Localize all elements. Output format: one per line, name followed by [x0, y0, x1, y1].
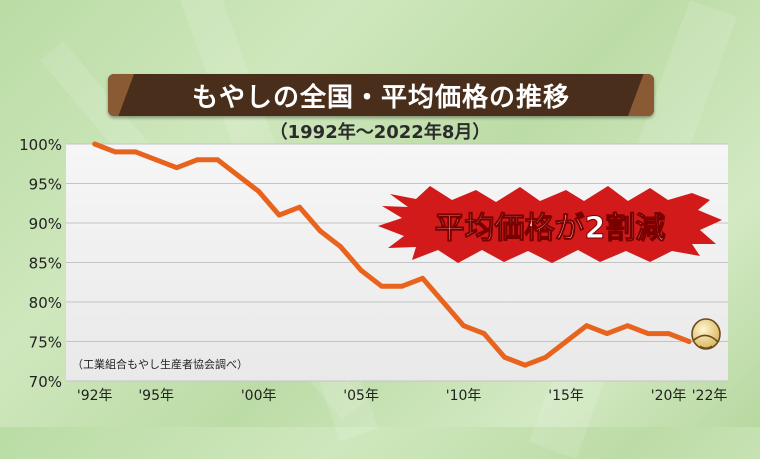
- y-tick-label: 75%: [29, 334, 62, 352]
- bean-sprout-icon: [691, 318, 721, 350]
- x-tick-label: '92年: [77, 388, 113, 404]
- x-axis-ticks: '92年 '95年 '00年 '05年 '10年 '15年 '20年 '22年: [77, 388, 728, 404]
- data-point: [112, 149, 118, 155]
- data-point: [686, 339, 692, 344]
- data-points: [92, 141, 692, 368]
- data-point: [543, 354, 548, 360]
- data-point: [481, 331, 487, 336]
- data-point: [297, 204, 303, 210]
- data-point: [645, 331, 651, 336]
- chart-subtitle: （1992年～2022年8月）: [269, 122, 491, 143]
- y-axis-ticks: 100% 95% 90% 85% 80% 75% 70%: [19, 136, 62, 391]
- data-point: [666, 331, 671, 336]
- data-point: [256, 189, 262, 194]
- data-point: [358, 268, 364, 273]
- y-tick-label: 70%: [29, 373, 62, 391]
- source-note: （工業組合もやし生産者協会調べ）: [72, 357, 248, 371]
- y-tick-label: 85%: [29, 255, 62, 273]
- data-point: [584, 323, 589, 329]
- x-tick-label: '95年: [138, 388, 174, 404]
- data-point: [440, 299, 446, 305]
- x-tick-label: '10年: [446, 388, 482, 404]
- data-point: [153, 157, 159, 163]
- price-chart: 100%95%90%85%80%75%70% '92年 '95年 '00年 '05年 '…: [19, 136, 728, 404]
- x-tick-label: '20年: [651, 388, 687, 404]
- x-tick-label: '22年: [692, 388, 728, 404]
- data-point: [92, 141, 98, 147]
- data-point: [379, 283, 385, 289]
- title-banner: もやしの全国・平均価格の推移: [108, 74, 654, 116]
- data-point: [399, 283, 405, 289]
- data-point: [338, 244, 344, 250]
- data-point: [502, 354, 508, 360]
- data-point: [563, 339, 569, 344]
- y-tick-label: 90%: [29, 215, 62, 233]
- data-point: [235, 173, 241, 179]
- x-tick-label: '00年: [241, 388, 277, 404]
- data-point: [625, 323, 630, 329]
- chart-title: もやしの全国・平均価格の推移: [191, 82, 570, 113]
- x-tick-label: '05年: [343, 388, 379, 404]
- data-point: [276, 212, 282, 218]
- data-point: [174, 165, 180, 171]
- data-point: [604, 331, 610, 336]
- data-point: [522, 362, 528, 368]
- callout-burst: [378, 186, 722, 263]
- y-tick-label: 95%: [29, 176, 62, 194]
- data-point: [317, 228, 323, 234]
- x-tick-label: '15年: [548, 388, 584, 404]
- data-point: [420, 275, 426, 281]
- y-tick-label: 100%: [19, 136, 62, 154]
- data-point: [194, 157, 200, 163]
- series-line: [92, 141, 692, 368]
- callout-text: 平均価格が2割減: [435, 211, 666, 246]
- data-point: [461, 323, 467, 329]
- y-tick-label: 80%: [29, 294, 62, 312]
- data-point: [215, 157, 221, 163]
- data-point: [133, 149, 139, 155]
